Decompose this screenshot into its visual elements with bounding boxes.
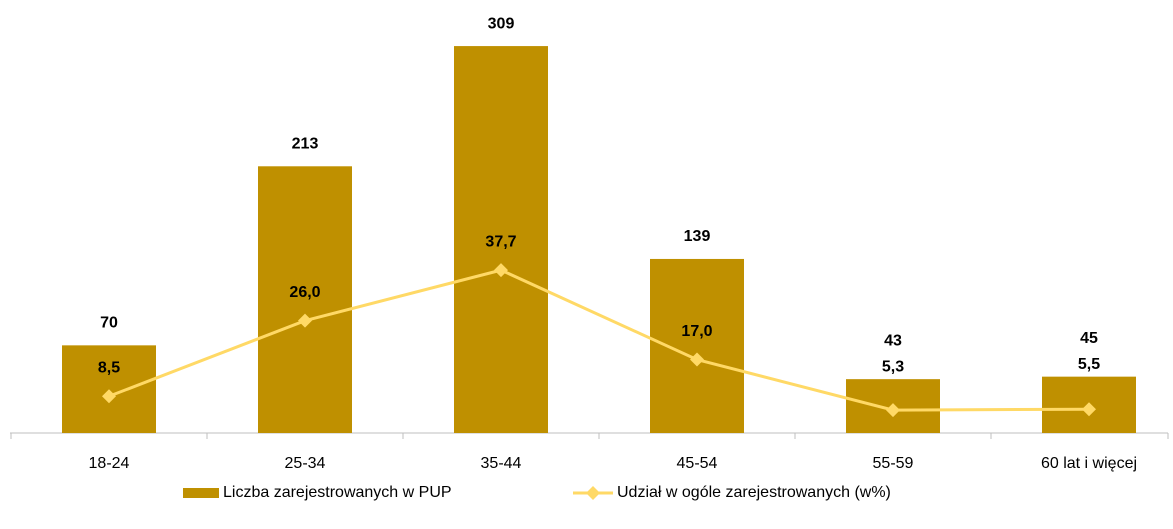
legend-label: Udział w ogóle zarejestrowanych (w%): [617, 484, 891, 501]
bar: [258, 166, 352, 433]
legend-swatch: [183, 488, 219, 498]
line-value-label: 37,7: [485, 233, 516, 250]
x-tick-label: 25-34: [285, 455, 326, 472]
line-marker: [102, 389, 116, 404]
line-value-label: 26,0: [289, 284, 320, 301]
line-value-label: 5,5: [1078, 356, 1100, 373]
x-tick-label: 55-59: [873, 455, 914, 472]
legend-swatch: [586, 486, 600, 500]
line-value-label: 8,5: [98, 359, 120, 376]
bar: [454, 46, 548, 434]
bar: [62, 345, 156, 433]
bar-value-label: 45: [1080, 330, 1098, 347]
line-marker: [298, 313, 312, 328]
legend-label: Liczba zarejestrowanych w PUP: [223, 484, 452, 501]
bar-value-label: 213: [292, 136, 319, 153]
line-marker: [886, 403, 900, 418]
line: [108, 268, 1090, 412]
bar-value-label: 70: [100, 315, 118, 332]
bar-value-label: 139: [684, 228, 711, 245]
line-marker: [690, 352, 704, 367]
x-tick-label: 18-24: [89, 455, 130, 472]
line-value-label: 5,3: [882, 358, 904, 375]
bar-value-label: 43: [884, 332, 902, 349]
bar-value-label: 309: [488, 15, 515, 32]
x-tick-label: 60 lat i więcej: [1041, 455, 1137, 472]
x-tick-label: 35-44: [481, 455, 522, 472]
line-marker: [1082, 402, 1096, 417]
x-tick-label: 45-54: [677, 455, 718, 472]
line-value-label: 17,0: [681, 323, 712, 340]
line-marker: [494, 263, 508, 278]
